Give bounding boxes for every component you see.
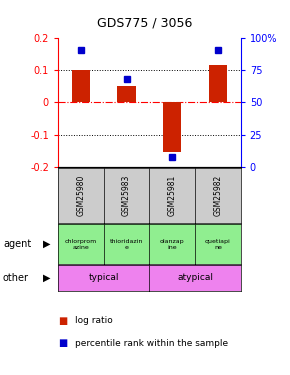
- Text: agent: agent: [3, 239, 31, 249]
- Bar: [163, 102, 181, 152]
- Text: GDS775 / 3056: GDS775 / 3056: [97, 17, 193, 30]
- Text: log ratio: log ratio: [75, 316, 113, 325]
- Text: olanzap
ine: olanzap ine: [160, 239, 184, 249]
- Text: ▶: ▶: [43, 239, 50, 249]
- Text: ■: ■: [58, 338, 67, 348]
- Text: GSM25980: GSM25980: [76, 175, 85, 216]
- Bar: [117, 86, 136, 102]
- Text: GSM25983: GSM25983: [122, 175, 131, 216]
- Bar: [72, 70, 90, 102]
- Text: percentile rank within the sample: percentile rank within the sample: [75, 339, 229, 348]
- Text: GSM25982: GSM25982: [213, 175, 222, 216]
- Text: other: other: [3, 273, 29, 283]
- Text: GSM25981: GSM25981: [168, 175, 177, 216]
- Text: chlorprom
azine: chlorprom azine: [65, 239, 97, 249]
- Text: typical: typical: [88, 273, 119, 282]
- Bar: [209, 65, 227, 102]
- Text: atypical: atypical: [177, 273, 213, 282]
- Text: thioridazin
e: thioridazin e: [110, 239, 143, 249]
- Text: quetiapi
ne: quetiapi ne: [205, 239, 231, 249]
- Text: ■: ■: [58, 316, 67, 326]
- Text: ▶: ▶: [43, 273, 50, 283]
